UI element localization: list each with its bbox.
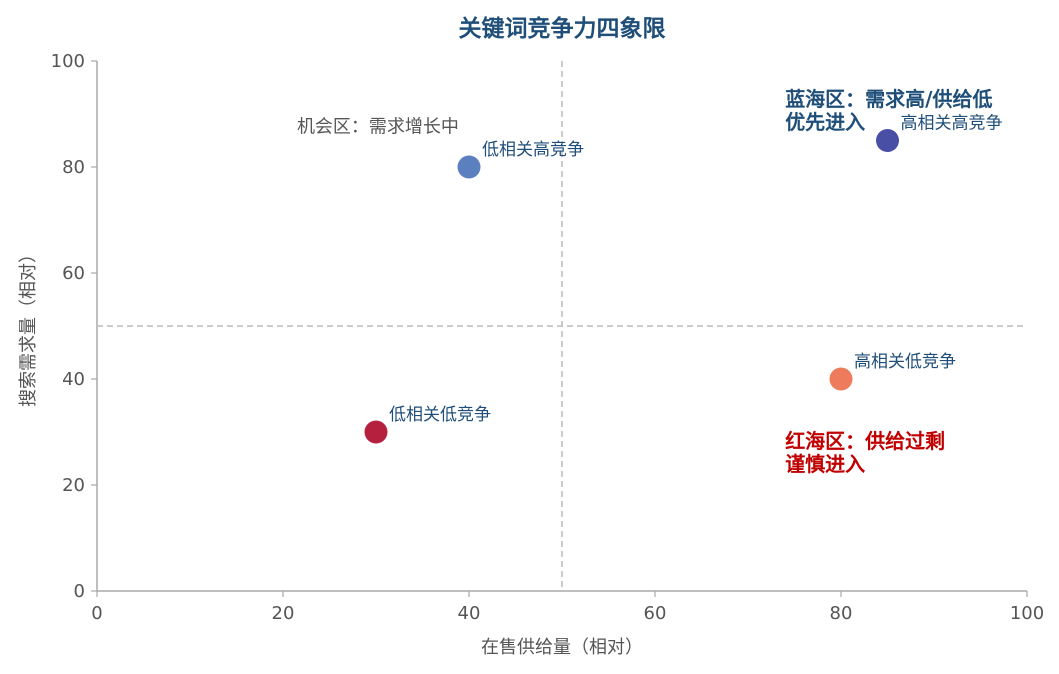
y-tick-label: 40	[62, 369, 85, 390]
x-tick-label: 0	[91, 603, 102, 624]
zone-annotation: 优先进入	[785, 110, 865, 134]
axes: 0 20 40 60 80 100 0 20 40 60 80 100	[51, 51, 1045, 624]
point-label: 高相关低竞争	[854, 352, 956, 372]
data-point	[364, 420, 388, 444]
x-tick-label: 100	[1010, 603, 1044, 624]
y-tick-label: 100	[51, 51, 85, 72]
zone-annotation: 蓝海区：需求高/供给低	[785, 87, 992, 111]
x-tick-label: 20	[272, 603, 295, 624]
zone-annotation: 红海区：供给过剩	[785, 429, 945, 453]
x-tick-label: 80	[830, 603, 853, 624]
y-tick-label: 0	[74, 581, 85, 602]
x-tick-label: 60	[644, 603, 667, 624]
point-label: 低相关低竞争	[389, 405, 491, 425]
data-point	[457, 155, 481, 179]
y-tick-label: 60	[62, 263, 85, 284]
y-tick-label: 80	[62, 157, 85, 178]
point-label: 低相关高竞争	[482, 140, 584, 160]
data-point	[829, 367, 853, 391]
quadrant-dividers	[97, 61, 1027, 591]
y-tick-label: 20	[62, 475, 85, 496]
zone-annotation: 谨慎进入	[785, 452, 865, 476]
data-point	[876, 129, 899, 152]
y-axis-title: 搜索需求量（相对）	[18, 245, 39, 407]
x-axis-title: 在售供给量（相对）	[481, 637, 643, 658]
point-label: 高相关高竞争	[901, 114, 1003, 134]
chart-title: 关键词竞争力四象限	[459, 15, 666, 42]
zone-annotation: 机会区：需求增长中	[297, 117, 459, 138]
x-tick-label: 40	[458, 603, 481, 624]
